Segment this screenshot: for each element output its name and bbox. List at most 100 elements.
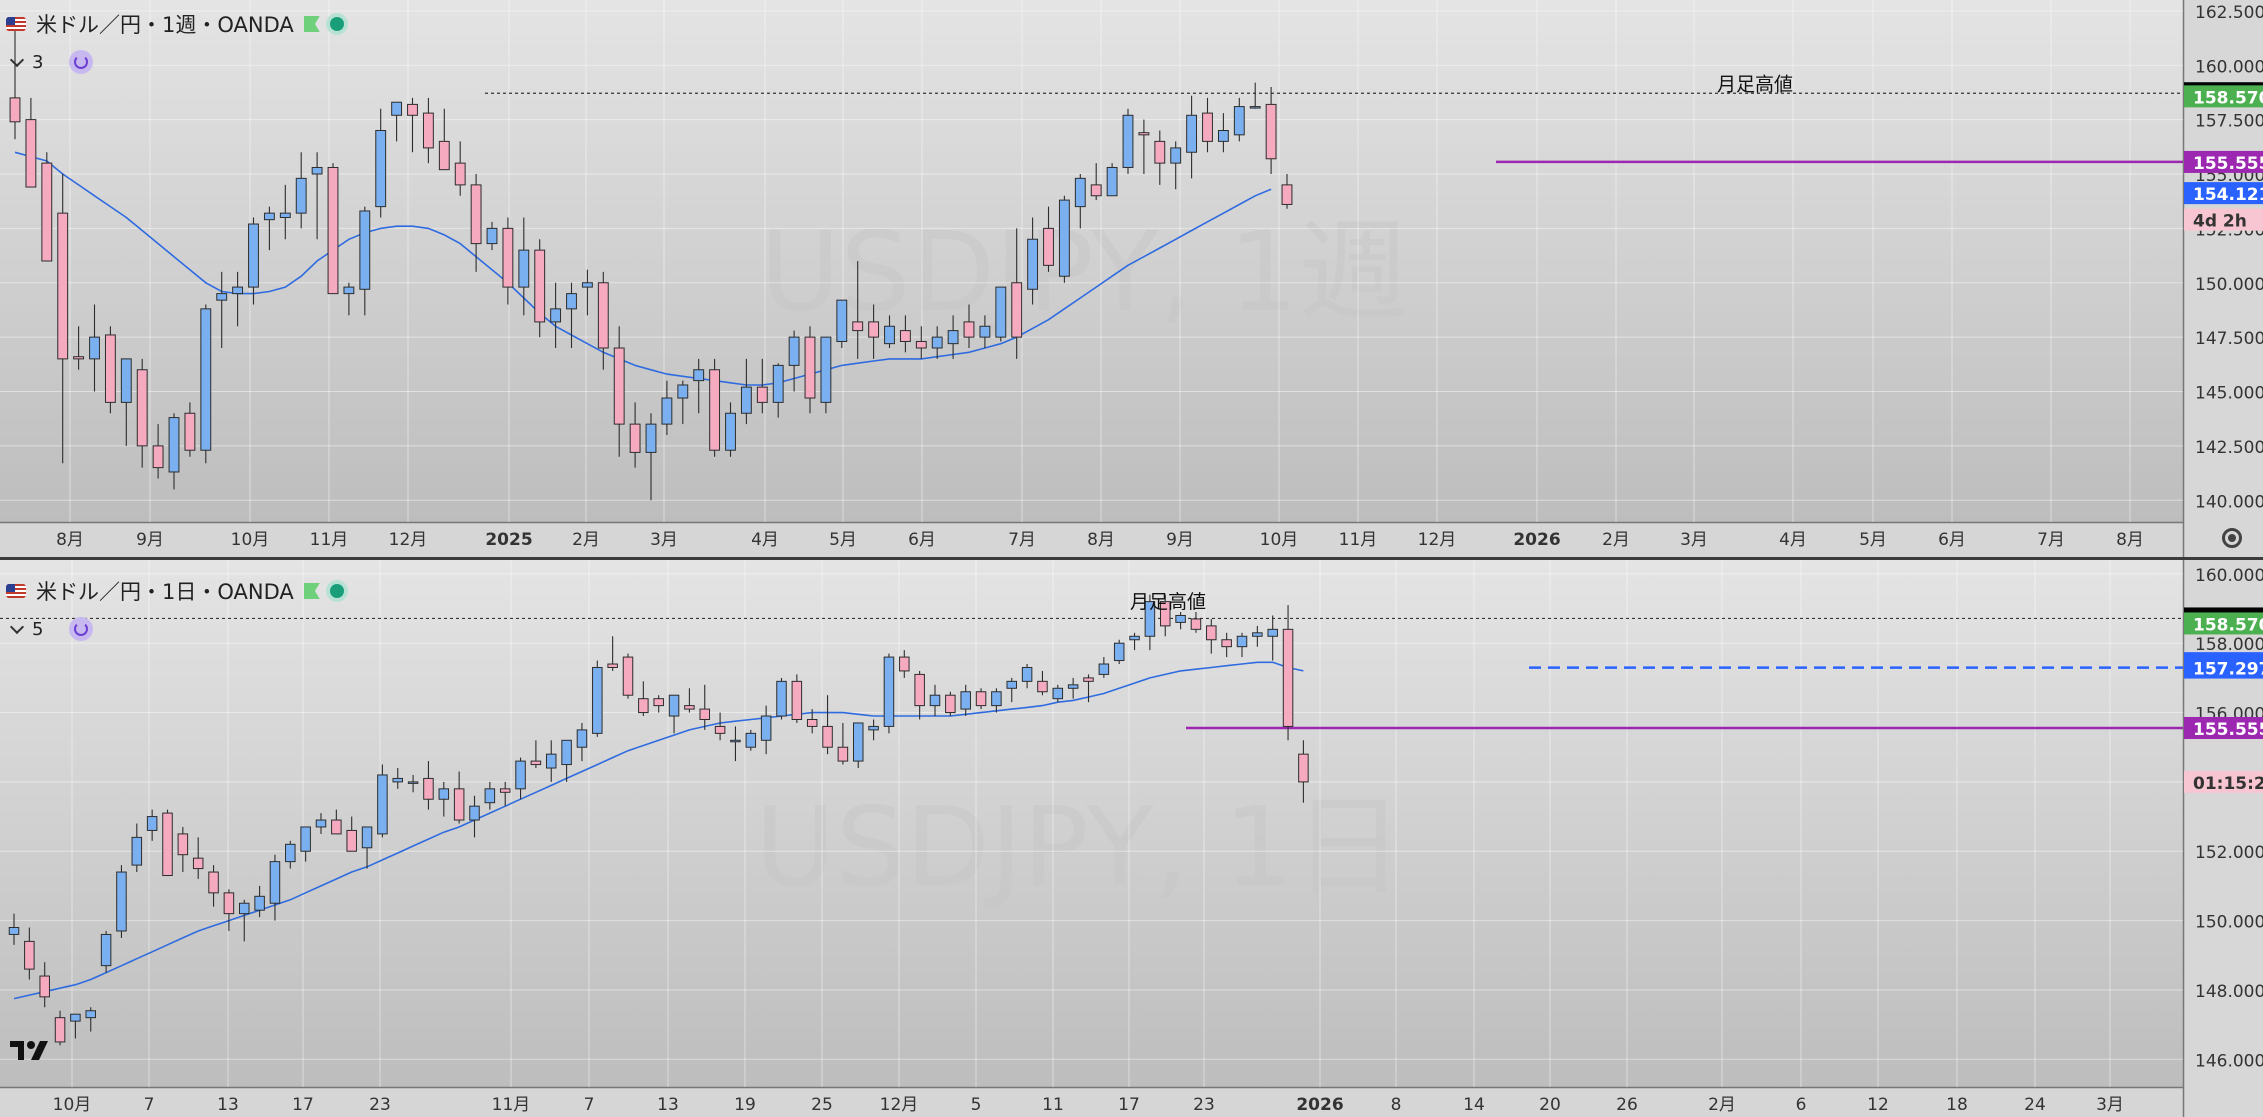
candle-up [315,819,327,828]
candle-down [852,321,864,332]
candle-up [581,282,593,288]
candle-up [285,843,296,863]
candle-up [131,836,143,866]
time-tick-label: 3月 [650,530,678,550]
symbol-header-daily[interactable]: 米ドル／円・1日・OANDA [6,578,344,604]
candle-up [776,680,787,717]
candle-up [168,417,180,473]
candle-up [375,130,387,208]
indicator-row-daily[interactable]: 5 [9,617,94,641]
time-tick-label: 7 [144,1095,155,1115]
candle-up [677,384,689,399]
chevron-down-icon[interactable] [9,52,25,67]
price-label: 155.555 [2184,150,2263,174]
candle-up [929,694,941,707]
candle-up [300,826,311,852]
sync-icon[interactable] [69,617,94,641]
time-tick-label: 8月 [1087,530,1115,550]
price-label-box [2184,612,2263,635]
candle-down [613,347,625,425]
candle-down [709,369,721,451]
candle-up [1074,177,1086,208]
tradingview-logo-icon[interactable] [10,1038,58,1064]
chart-pane-weekly: USDJPY, 1週 140.000 142.500 145.000 147.500 15… [0,0,2263,557]
candle-down [629,423,641,453]
time-tick-label: 18 [1946,1095,1968,1115]
price-label-text: 4d 2h [2193,212,2247,232]
sync-icon[interactable] [69,50,94,74]
symbol-header-weekly[interactable]: 米ドル／円・1週・OANDA [6,11,344,37]
time-tick-label: 10月 [1260,530,1299,550]
candle-down [470,184,482,245]
market-status-icon [329,17,344,31]
time-tick-label: 10月 [53,1095,92,1115]
candle-down [438,140,450,171]
symbol-title-daily[interactable]: 米ドル／円・1日・OANDA [36,580,294,604]
market-status-icon [329,584,344,598]
candle-up [576,729,588,748]
candle-down [1298,753,1309,783]
candle-down [963,321,975,338]
candle-up [392,777,404,783]
candle-down [162,812,173,877]
candle-down [104,334,116,403]
candle-up [995,286,1007,338]
green-flag-icon[interactable] [303,16,320,32]
candle-up [1113,642,1125,662]
candle-up [1252,632,1263,637]
price-label-text: 155.555 [2193,154,2263,174]
candle-down [57,212,69,360]
time-tick-label: 2026 [1296,1095,1343,1115]
candle-down [25,119,37,188]
candle-up [232,286,244,295]
usd-jpy-flag-icon [6,584,26,598]
candle-up [1217,130,1229,142]
time-tick-label: 7月 [1008,530,1036,550]
candle-down [714,725,726,734]
time-tick-label: 10月 [231,530,270,550]
candle-down [1083,677,1094,682]
price-label-box [2184,716,2263,739]
green-flag-icon[interactable] [303,583,320,599]
candle-down [24,940,35,970]
candle-up [1170,147,1182,164]
time-axis-background [0,1087,2183,1117]
candle-down [41,162,53,262]
candle-up [1175,614,1186,623]
candle-down [945,694,956,714]
candle-down [1043,227,1054,266]
time-tick-label: 11 [1042,1095,1064,1115]
candle-up [377,774,388,835]
candle-up [216,293,228,301]
price-label: 158.570 [2184,612,2263,635]
price-tick-label: 148.000 [2195,982,2263,1002]
candle-up [361,826,373,849]
candle-down [1037,680,1048,693]
candle-down [331,819,342,835]
candle-up [407,781,419,784]
price-tick-label: 162.500 [2195,3,2263,23]
time-tick-label: 7月 [2037,530,2065,550]
monthly-high-annotation: 月足高値 [1130,591,1206,613]
candle-up [295,177,307,214]
candle-up [254,895,265,911]
candle-down [422,112,434,149]
time-tick-label: 11月 [310,530,349,550]
chevron-down-icon[interactable] [9,619,25,634]
time-tick-label: 5月 [829,530,857,550]
candle-up [89,336,100,360]
price-tick-label: 146.000 [2195,1051,2263,1071]
symbol-title-weekly[interactable]: 米ドル／円・1週・OANDA [36,13,294,37]
candle-down [73,356,85,360]
candle-down [791,680,803,720]
candle-up [730,739,741,743]
indicator-row-weekly[interactable]: 3 [9,50,94,74]
time-tick-label: 13 [657,1095,679,1115]
candle-up [85,1010,97,1019]
monthly-high-annotation: 月足高値 [1717,73,1793,95]
settings-gear-icon[interactable] [2222,528,2242,548]
candle-up [515,760,526,790]
pane-separator[interactable] [0,557,2263,560]
candle-down [1090,184,1102,197]
